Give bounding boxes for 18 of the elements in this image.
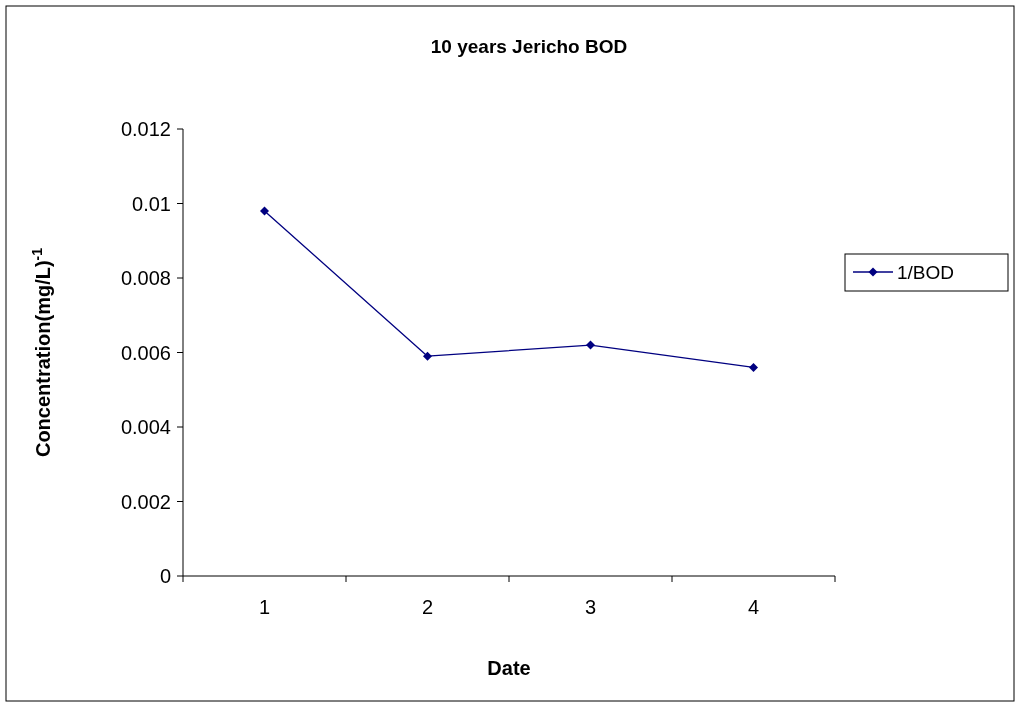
chart-title: 10 years Jericho BOD (430, 36, 628, 57)
y-tick-label: 0.006 (120, 341, 171, 364)
y-tick-label: 0.004 (120, 416, 171, 438)
y-tick-label: 0.01 (132, 192, 171, 215)
x-tick-label: 3 (584, 596, 597, 618)
y-tick-label: 0.002 (120, 490, 171, 513)
x-tick-label: 2 (421, 596, 434, 618)
point (260, 206, 269, 216)
y-tick-label: 0.012 (120, 118, 171, 140)
legend-label: 1/BOD (897, 261, 955, 283)
y-tick-label: 0.008 (120, 267, 171, 289)
x-tick-label: 1 (258, 596, 271, 618)
x-tick-label: 4 (747, 596, 760, 618)
x-axis-title: Date (487, 657, 531, 679)
y-tick-label: 0 (159, 565, 171, 587)
point (423, 351, 432, 361)
point (749, 362, 758, 372)
point (586, 340, 595, 350)
